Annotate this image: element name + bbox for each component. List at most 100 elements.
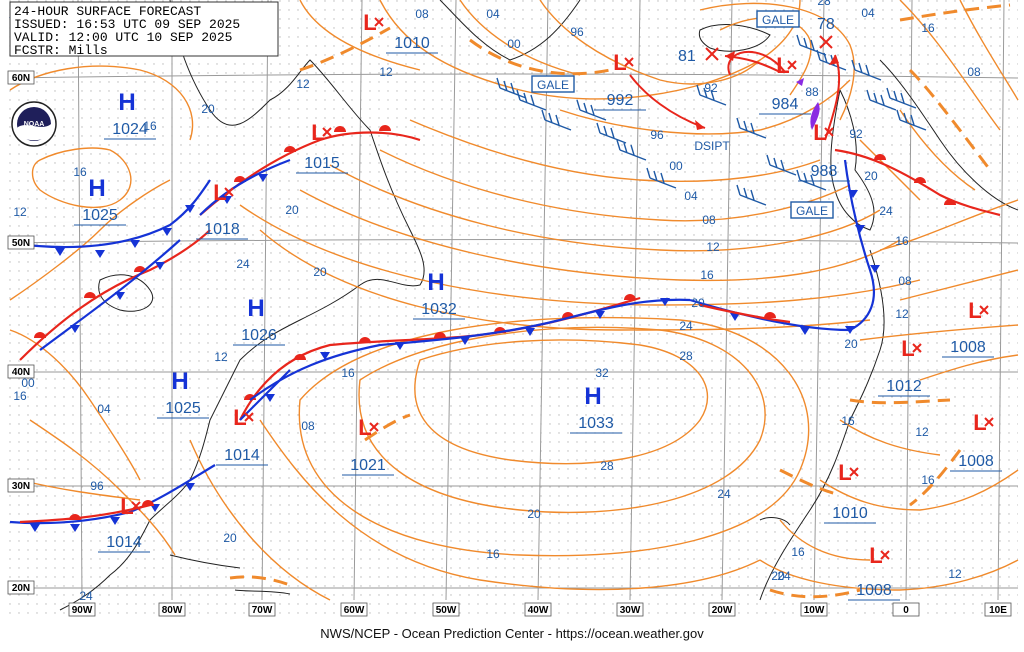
isobar-label: 92 [849, 127, 863, 141]
cold-front-pip [265, 394, 275, 402]
wind-barb [646, 167, 677, 189]
isobar-line [31, 147, 132, 208]
isobar-label: 24 [236, 257, 250, 271]
isobar-label: 16 [921, 473, 935, 487]
latitude-label: 60N [12, 73, 30, 84]
longitude-label: 50W [436, 605, 457, 616]
low-pressure-symbol: L [613, 50, 634, 75]
isobar-label: 12 [706, 240, 720, 254]
isobar-line [299, 0, 421, 71]
low-pressure-value: 988 [811, 163, 838, 180]
cross-78 [819, 35, 833, 49]
low-pressure-symbol: L [120, 494, 141, 519]
warm-front-pip [334, 126, 346, 132]
isobar-label: 04 [684, 189, 698, 203]
isobar-label: 12 [214, 350, 228, 364]
isobar-label: 04 [97, 402, 111, 416]
isobar-label: 16 [921, 21, 935, 35]
trough-canaries [779, 468, 841, 497]
wind-barbs [496, 34, 927, 206]
coast-canaries [759, 517, 791, 526]
cold-front-pip [55, 248, 65, 256]
wind-barb [696, 84, 727, 106]
isobar-line [189, 439, 331, 601]
coast-caribbean [169, 554, 291, 595]
cold-front-pip [845, 326, 855, 334]
isobar-label: 20 [527, 507, 541, 521]
cold-front-pip [185, 483, 195, 491]
low-pressure-value: 1008 [950, 339, 986, 356]
warm-front-pip [84, 292, 96, 298]
longitude-label: 60W [344, 605, 365, 616]
low-letter: L [838, 460, 851, 485]
latitude-label-box [7, 478, 35, 493]
isobar-label: 12 [915, 425, 929, 439]
isobar-label: 04 [486, 7, 500, 21]
gale-warning-label: GALE [796, 204, 828, 218]
longitude-label-box [800, 602, 828, 617]
isobar-label: 12 [948, 567, 962, 581]
wind-barb [866, 89, 897, 111]
coast-north-america [59, 0, 425, 611]
low-pressure-value: 1021 [350, 457, 386, 474]
low-center-cross [131, 501, 141, 511]
low-pressure-value: 1018 [204, 221, 240, 238]
high-pressure-symbol: H [118, 89, 135, 116]
isobar-label: 32 [595, 366, 609, 380]
low-letter: L [358, 415, 371, 440]
isobar-label: 20 [771, 569, 785, 583]
warm-front-pip [142, 500, 154, 506]
isobar-line [298, 316, 810, 557]
low-pressure-symbol: L [838, 460, 859, 485]
warm-front [834, 148, 1001, 217]
isobar-line [9, 179, 171, 301]
low-pressure-value: 1008 [856, 582, 892, 599]
longitude-label: 10E [989, 605, 1007, 616]
footer-bar [0, 620, 1024, 652]
low-letter: L [776, 53, 789, 78]
low-center-cross [849, 467, 859, 477]
isobar-line [859, 139, 921, 201]
cold-front-pip [155, 262, 165, 270]
wind-barb [796, 34, 827, 56]
isobar-label: 20 [864, 169, 878, 183]
isobar-label: 28 [679, 349, 693, 363]
low-center-cross [244, 412, 254, 422]
cross-81-label: 81 [678, 48, 696, 65]
longitude-label-box [340, 602, 368, 617]
warm-front-pip [944, 199, 956, 205]
gale-warning-box [756, 10, 800, 28]
cold-front-pip [110, 517, 120, 525]
gale-warning-label: GALE [537, 78, 569, 92]
isobar-label: 20 [223, 531, 237, 545]
high-pressure-value: 1032 [421, 301, 457, 318]
latitude-label-box [7, 580, 35, 595]
isobar-line [899, 0, 1001, 131]
high-pressure-symbol: H [427, 269, 444, 296]
longitude-label: 70W [252, 605, 273, 616]
map-labels: H 1024 H 1025 H 1026 H 1025 H 1032 H 1033 L 1010 L 1015… [8, 0, 1002, 603]
trough-north-europe [899, 3, 1011, 22]
cold-front-pip [320, 352, 330, 360]
isobar-label: 16 [73, 165, 87, 179]
warm-front-pip [434, 332, 446, 338]
isobar-label: 12 [895, 307, 909, 321]
isobars [9, 0, 1019, 601]
noaa-logo-text: NOAA [24, 121, 45, 128]
warm-front-pip [379, 125, 391, 131]
isobar-label: 20 [691, 296, 705, 310]
cold-front-pip [185, 205, 195, 213]
low-pressure-symbol: L [311, 120, 332, 145]
low-letter: L [968, 298, 981, 323]
isobar-line [409, 119, 821, 182]
low-center-cross [322, 127, 332, 137]
header-box: 24-HOUR SURFACE FORECAST ISSUED: 16:53 U… [9, 1, 279, 58]
latitude-label: 30N [12, 481, 30, 492]
isobar-label: 96 [650, 128, 664, 142]
cold-front-pip [525, 328, 535, 336]
cold-front-pip [162, 228, 172, 236]
cold-front-pip [800, 327, 810, 335]
isobar-line [299, 189, 901, 282]
isobar-label: 16 [486, 547, 500, 561]
low-letter: L [813, 120, 826, 145]
